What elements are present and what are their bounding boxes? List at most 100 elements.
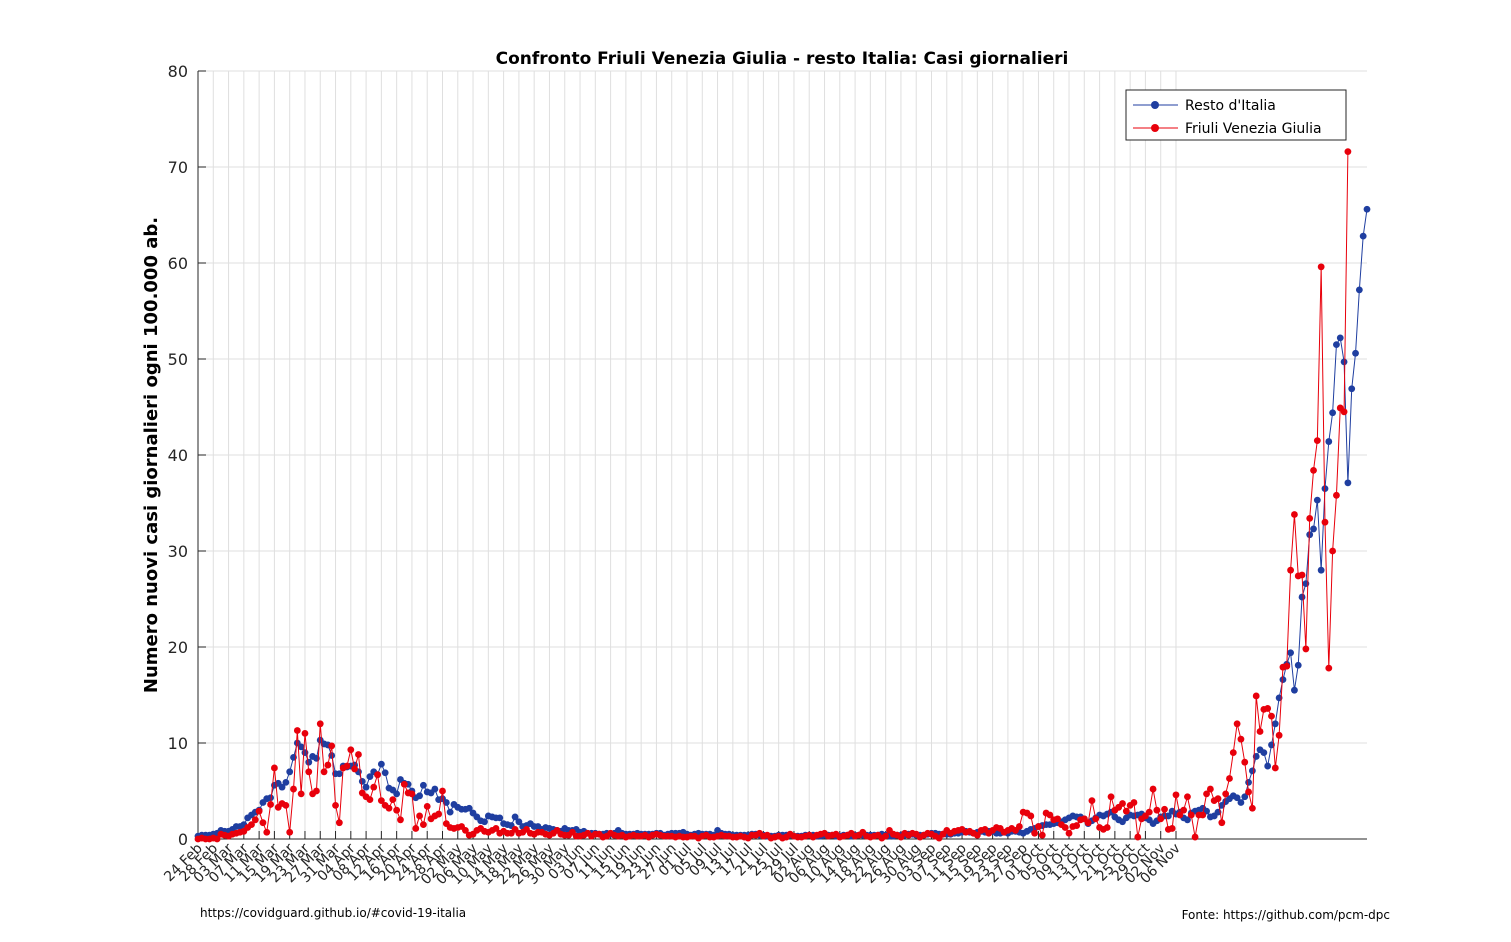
data-point	[1134, 833, 1142, 841]
data-point	[1321, 485, 1329, 492]
data-point	[248, 821, 255, 828]
data-point	[1340, 358, 1348, 366]
data-point	[251, 816, 259, 824]
data-point	[1256, 728, 1264, 735]
data-point	[423, 802, 431, 810]
data-point	[282, 802, 290, 809]
data-point	[1333, 491, 1340, 499]
data-point	[1287, 649, 1294, 657]
data-point	[1329, 547, 1337, 555]
series-friuli-venezia-giulia	[194, 148, 1352, 843]
data-point	[282, 778, 290, 786]
data-point	[1218, 819, 1226, 827]
data-point	[393, 806, 401, 814]
data-point	[1054, 815, 1061, 823]
footer-source-left: https://covidguard.github.io/#covid-19-i…	[200, 906, 467, 920]
data-point	[1206, 785, 1214, 793]
data-point	[1344, 148, 1352, 156]
data-point	[1153, 806, 1161, 814]
data-point	[462, 826, 469, 834]
y-tick-label: 30	[168, 542, 188, 561]
data-point	[389, 796, 397, 804]
data-point	[1260, 749, 1268, 756]
data-point	[313, 787, 320, 795]
data-point	[973, 831, 981, 839]
data-point	[1302, 645, 1310, 653]
data-point	[335, 819, 343, 827]
data-point	[1252, 692, 1260, 700]
data-point	[263, 828, 271, 836]
legend-label-fvg: Friuli Venezia Giulia	[1185, 121, 1322, 137]
data-point	[297, 790, 305, 798]
data-point	[255, 807, 263, 815]
y-tick-label: 70	[168, 158, 188, 177]
data-point	[1241, 793, 1249, 801]
data-point	[1092, 815, 1100, 823]
data-point	[1168, 825, 1176, 832]
data-point	[328, 742, 336, 750]
data-point	[1325, 664, 1333, 672]
data-point	[355, 751, 362, 758]
data-point	[1237, 799, 1245, 806]
data-point	[1222, 790, 1230, 798]
data-point	[1226, 775, 1233, 782]
legend-marker-fvg	[1151, 124, 1159, 132]
legend-label-resto: Resto d'Italia	[1185, 98, 1276, 114]
data-point	[316, 720, 324, 728]
data-point	[1329, 409, 1337, 417]
data-point	[412, 825, 420, 832]
data-point	[362, 783, 370, 791]
data-point	[1264, 705, 1272, 712]
data-point	[420, 781, 427, 789]
series-layer	[194, 148, 1371, 843]
data-point	[416, 812, 423, 820]
data-point	[213, 835, 221, 843]
data-point	[358, 778, 366, 785]
data-point	[1333, 341, 1340, 348]
data-point	[305, 758, 313, 766]
data-point	[385, 804, 393, 812]
data-point	[267, 794, 274, 802]
data-point	[1344, 479, 1352, 487]
data-point	[1359, 232, 1367, 240]
data-point	[377, 760, 385, 768]
legend: Resto d'Italia Friuli Venezia Giulia	[1125, 89, 1347, 141]
data-point	[1248, 767, 1256, 775]
data-point	[1103, 824, 1111, 831]
data-point	[882, 832, 890, 840]
data-point	[442, 799, 450, 806]
data-point	[1184, 816, 1191, 824]
data-point	[1038, 831, 1046, 839]
data-point	[1180, 806, 1188, 814]
y-tick-label: 40	[168, 446, 188, 465]
data-point	[1317, 263, 1325, 271]
data-point	[267, 801, 274, 808]
data-point	[1119, 800, 1126, 807]
data-point	[381, 769, 389, 777]
data-point	[1031, 829, 1039, 837]
data-point	[1283, 662, 1291, 670]
data-point	[374, 771, 381, 779]
data-point	[431, 785, 439, 793]
data-point	[286, 768, 294, 776]
data-point	[278, 783, 286, 791]
data-point	[416, 792, 423, 800]
legend-box	[1125, 89, 1347, 141]
data-point	[1107, 793, 1115, 801]
data-point	[1164, 812, 1172, 820]
data-point	[1306, 514, 1314, 522]
footer-source-right: Fonte: https://github.com/pcm-dpc	[1181, 908, 1390, 922]
data-point	[1268, 712, 1275, 720]
data-point	[397, 816, 404, 824]
data-point	[1291, 511, 1298, 518]
data-point	[400, 780, 408, 788]
data-point	[366, 796, 374, 804]
data-point	[1321, 518, 1329, 526]
data-point	[366, 773, 374, 780]
data-point	[1336, 334, 1344, 342]
y-tick-label: 50	[168, 350, 188, 369]
data-point	[1271, 720, 1279, 728]
y-tick-label: 0	[178, 830, 188, 849]
